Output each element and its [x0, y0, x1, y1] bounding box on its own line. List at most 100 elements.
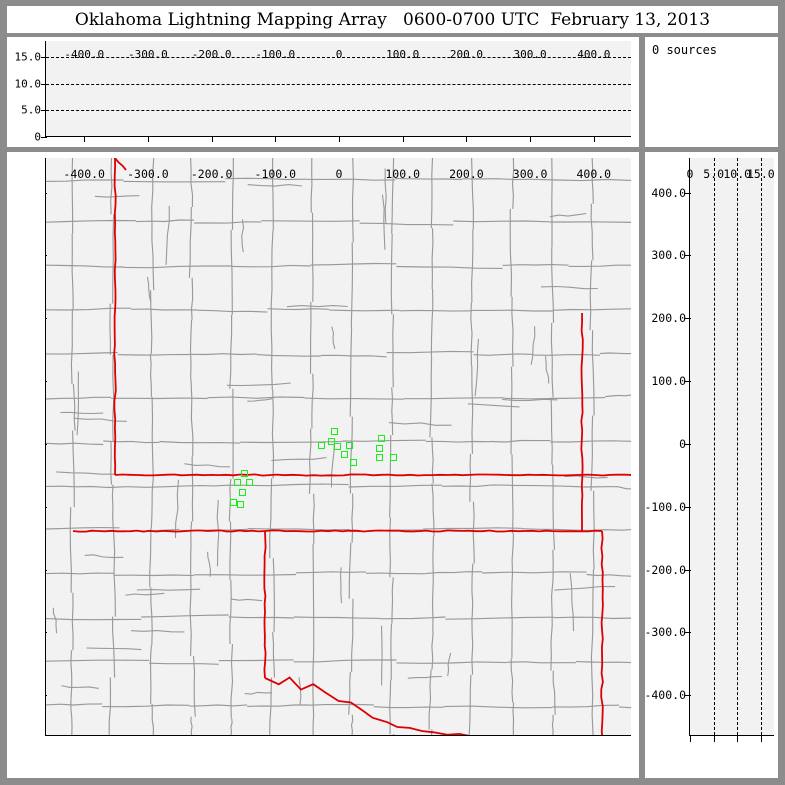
county-border: [70, 308, 73, 385]
county-border: [471, 617, 474, 675]
county-border: [380, 616, 446, 620]
x-axis-tick: [466, 136, 468, 142]
county-border: [550, 440, 631, 443]
county-border: [189, 353, 257, 356]
county-border: [348, 484, 442, 488]
county-border: [389, 680, 392, 735]
x-axis-label: 300.0: [512, 167, 548, 181]
county-border: [56, 471, 117, 475]
county-border: [390, 233, 393, 315]
county-border: [618, 706, 631, 709]
county-border: [445, 616, 555, 620]
county-border: [453, 220, 550, 223]
county-border: [472, 309, 553, 312]
county-border: [231, 158, 234, 230]
county-border: [330, 439, 336, 488]
map-plot-area[interactable]: 400.0 300.0 200.0 100.0 0 -100.0 -200.0 -300.0 -…: [45, 158, 631, 736]
county-border: [190, 716, 193, 735]
lightning-source-marker: [246, 479, 254, 487]
county-border: [46, 527, 120, 530]
county-border: [149, 662, 219, 665]
county-border: [474, 338, 479, 397]
county-border: [441, 484, 511, 487]
county-border: [151, 396, 154, 479]
county-border: [189, 319, 193, 380]
county-border: [46, 396, 112, 400]
county-border: [239, 440, 343, 444]
county-border: [190, 379, 194, 457]
county-border: [550, 397, 553, 465]
county-border: [471, 365, 474, 455]
county-border: [392, 733, 395, 735]
x-axis-tick: [530, 136, 532, 142]
y-axis-tick: [41, 137, 47, 138]
county-border: [150, 478, 154, 529]
y-axis-tick: [41, 57, 47, 58]
map-geography: [46, 158, 631, 735]
county-border: [309, 703, 374, 706]
y-axis-label: -200.0: [644, 562, 686, 577]
county-border: [312, 543, 315, 632]
county-border: [471, 158, 474, 230]
county-border: [228, 616, 294, 619]
county-border: [272, 558, 275, 633]
y-axis-tick: [684, 632, 691, 634]
county-border: [403, 397, 505, 400]
lightning-source-marker: [328, 438, 336, 446]
county-border: [247, 184, 303, 187]
county-border: [125, 592, 165, 596]
county-border: [110, 158, 113, 215]
county-border: [431, 536, 434, 624]
county-border: [549, 221, 631, 223]
county-border: [70, 699, 73, 735]
county-border: [349, 416, 353, 494]
y-axis-tick: [684, 569, 691, 571]
county-border: [551, 714, 554, 735]
county-border: [540, 285, 598, 290]
lightning-source-marker: [349, 459, 357, 467]
county-border: [509, 208, 513, 297]
y-axis-tick: [46, 255, 47, 257]
county-border: [365, 572, 426, 575]
lightning-source-marker: [237, 500, 245, 508]
county-border: [189, 704, 248, 707]
county-border: [349, 327, 353, 417]
county-border: [247, 528, 350, 531]
county-border: [218, 659, 294, 662]
county-border: [589, 260, 593, 331]
county-border: [230, 643, 234, 719]
county-border: [390, 623, 393, 681]
county-border: [84, 554, 124, 559]
county-border: [320, 354, 387, 358]
county-border: [422, 527, 522, 530]
state-border: [113, 158, 117, 476]
county-border: [350, 242, 354, 328]
county-border: [489, 439, 551, 443]
county-border: [70, 650, 73, 700]
county-border: [599, 352, 631, 355]
county-border: [430, 158, 434, 229]
county-border: [225, 177, 308, 181]
county-border: [554, 585, 616, 591]
county-border: [468, 674, 472, 735]
county-border: [136, 588, 201, 591]
county-border: [46, 219, 137, 223]
y-axis-tick: [46, 192, 47, 194]
gridline-vertical: [737, 158, 739, 735]
county-border: [462, 178, 533, 181]
x-axis-label: -200.0: [191, 48, 232, 61]
county-border: [304, 397, 404, 400]
county-border: [293, 616, 381, 619]
lightning-source-marker: [377, 434, 385, 442]
page-title: Oklahoma Lightning Mapping Array 0600-07…: [74, 9, 711, 30]
county-border: [130, 630, 185, 633]
county-border: [554, 616, 631, 620]
y-axis-tick: [46, 381, 47, 383]
x-axis-tick: [713, 735, 715, 742]
county-border: [568, 264, 631, 267]
county-border: [46, 618, 142, 621]
county-border: [151, 703, 154, 735]
county-border: [308, 428, 312, 494]
y-axis-tick: [46, 569, 47, 571]
county-border: [391, 387, 394, 436]
